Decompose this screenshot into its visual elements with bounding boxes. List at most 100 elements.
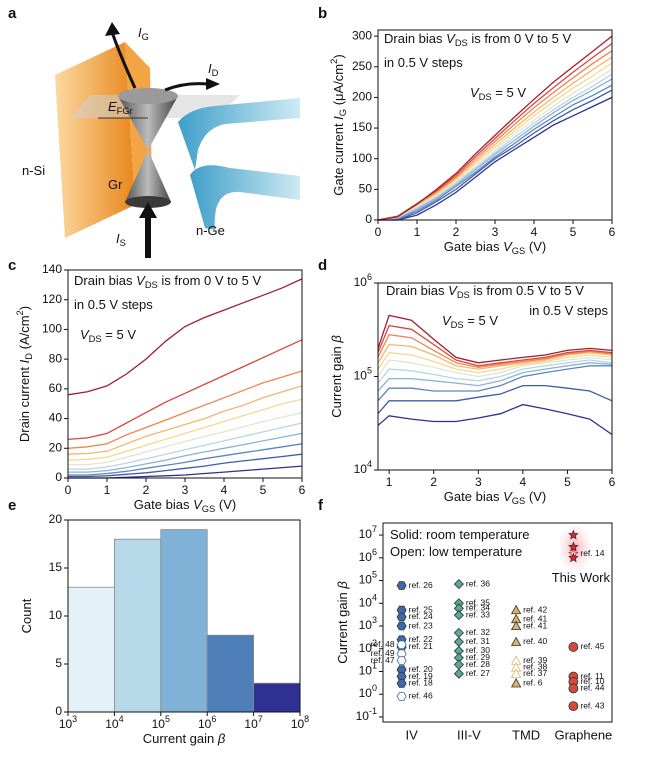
tick-base: 10 — [359, 641, 373, 655]
x-axis-label: Gate bias VGS (V) — [444, 489, 546, 506]
text-part: = 5 V — [102, 327, 137, 342]
text-part: V — [446, 31, 456, 46]
series-line — [67, 278, 303, 396]
drain-arrow — [164, 82, 209, 92]
text-part: D — [212, 68, 219, 78]
text-part: Current gain — [335, 589, 350, 664]
text-part: S — [120, 238, 126, 248]
text-part: I — [208, 61, 212, 76]
text-part: I — [138, 25, 142, 40]
bar — [253, 682, 301, 713]
series-line — [67, 385, 303, 455]
series-line — [68, 443, 303, 476]
data-point — [453, 610, 464, 621]
tick-power: 6 — [372, 547, 377, 557]
tick-base: 10 — [291, 717, 305, 731]
illustration-label: n-Si — [22, 163, 45, 178]
x-tick-label: 4 — [520, 475, 527, 489]
tick-power: 8 — [304, 714, 309, 724]
text-part: FGr — [117, 106, 133, 116]
point-label: ref. 29 — [466, 652, 490, 662]
y-tick-label: 40 — [49, 411, 63, 425]
y-tick-label: 80 — [49, 351, 63, 365]
x-tick-label: 106 — [198, 714, 216, 731]
text-part: β — [329, 335, 344, 344]
tick-base: 10 — [59, 717, 73, 731]
x-axis-label: Gate bias VGS (V) — [444, 239, 546, 256]
series-line — [377, 333, 613, 369]
x-tick-label: 103 — [59, 714, 77, 731]
annotation: Drain bias VDS is from 0 V to 5 V — [384, 31, 571, 48]
tick-power: 3 — [372, 615, 377, 625]
tick-base: 10 — [198, 717, 212, 731]
text-part: Count — [19, 598, 34, 633]
gate-arrow — [110, 31, 137, 89]
lower-cone — [125, 150, 171, 202]
data-point — [568, 529, 579, 540]
y-tick-label: 106 — [354, 272, 372, 289]
bar — [114, 538, 162, 713]
y-axis-label: Count — [19, 598, 34, 633]
panel-letter: f — [318, 497, 324, 514]
x-tick-label: 1 — [104, 483, 111, 497]
tick-base: 10 — [359, 550, 373, 564]
data-point — [510, 636, 522, 646]
annotation: in 0.5 V steps — [384, 55, 463, 70]
y-tick-label: 50 — [359, 182, 373, 196]
text-part: V — [503, 489, 513, 504]
point-label: ref. 45 — [580, 641, 604, 651]
tick-power: 7 — [258, 714, 263, 724]
data-point — [453, 636, 464, 647]
x-tick-label: 6 — [609, 225, 616, 239]
series-line — [377, 35, 613, 221]
series-line — [68, 422, 303, 470]
data-point — [396, 656, 407, 665]
y-tick-label: 100 — [42, 322, 62, 336]
y-tick-label: 100 — [359, 684, 377, 701]
germanium-sheet-bottom — [190, 165, 300, 230]
panel-letter: a — [8, 5, 17, 22]
y-tick-label: 120 — [42, 292, 62, 306]
y-tick-label: 140 — [42, 262, 62, 276]
x-tick-label: 108 — [291, 714, 309, 731]
series-line — [377, 362, 613, 392]
annotation: VDS = 5 V — [442, 313, 498, 330]
point-label: ref. 31 — [466, 636, 490, 646]
annotation: VDS = 5 V — [470, 85, 526, 102]
series-line — [68, 432, 303, 473]
tick-base: 10 — [359, 595, 373, 609]
tick-base: 10 — [354, 275, 368, 289]
text-part: DS — [479, 92, 492, 102]
point-label: ref. 40 — [523, 636, 547, 646]
text-part: in 0.5 V steps — [384, 55, 463, 70]
text-part: (V) — [525, 239, 546, 254]
text-part: G — [338, 109, 348, 116]
text-part: V — [470, 85, 480, 100]
point-label: ref. 10 — [580, 676, 604, 686]
series-line — [377, 403, 613, 436]
data-point — [396, 612, 407, 622]
text-part: I — [331, 116, 346, 120]
text-part: E — [108, 99, 117, 114]
text-part: in 0.5 V steps — [529, 303, 608, 318]
tick-base: 10 — [359, 527, 373, 541]
y-tick-label: 101 — [359, 661, 377, 678]
data-point — [453, 627, 464, 638]
bar — [206, 634, 254, 713]
text-part: is from 0 V to 5 V — [158, 273, 262, 288]
data-point — [510, 668, 522, 678]
point-label: ref. 41 — [523, 613, 547, 623]
text-part: Gate bias — [444, 239, 503, 254]
illustration — [55, 22, 300, 258]
tick-power: 4 — [119, 714, 124, 724]
annotation: in 0.5 V steps — [529, 303, 608, 318]
point-label: ref. 24 — [409, 611, 433, 621]
y-tick-label: 20 — [49, 512, 63, 526]
y-tick-label: 0 — [365, 212, 372, 226]
series-line — [377, 359, 613, 384]
point-label: ref. 11 — [580, 671, 604, 681]
text-part: β — [335, 581, 350, 590]
x-tick-label: 5 — [564, 475, 571, 489]
illustration-label: Gr — [108, 177, 123, 192]
y-axis-label: Gate current IG (μA/cm2) — [329, 54, 348, 195]
